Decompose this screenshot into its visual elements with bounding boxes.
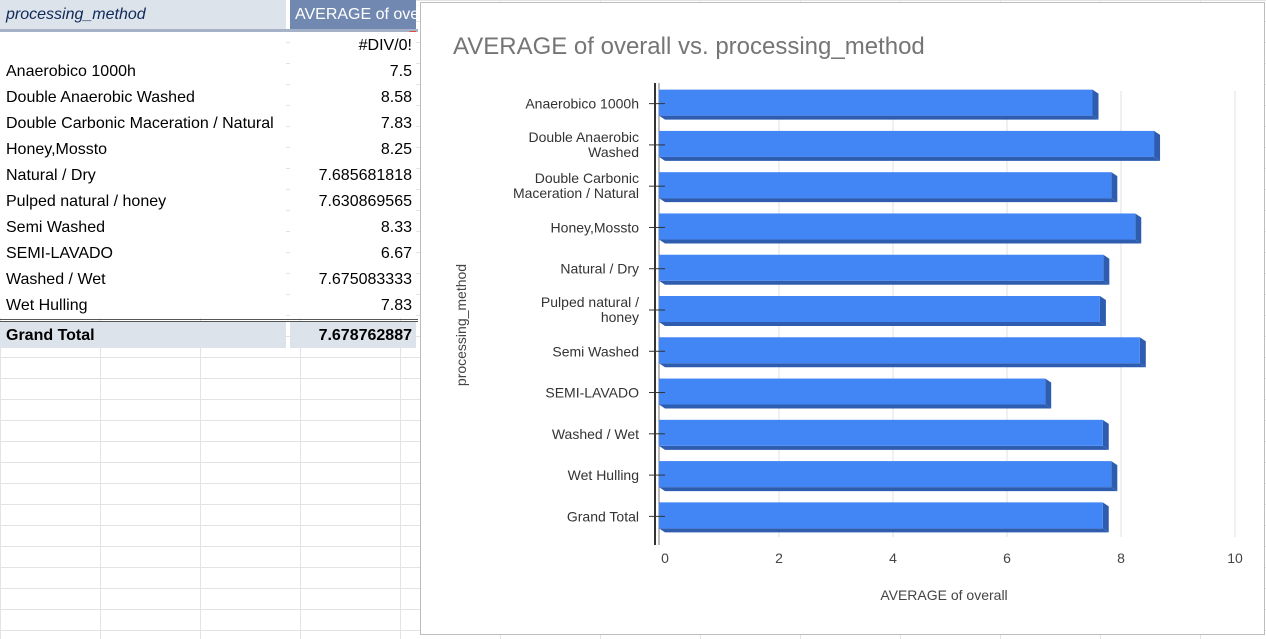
pivot-row-value[interactable]: 6.67: [290, 240, 416, 266]
pivot-row-label[interactable]: [0, 32, 286, 58]
pivot-row-value[interactable]: #DIV/0!: [290, 32, 416, 58]
pivot-row-label[interactable]: Double Anaerobic Washed: [0, 84, 286, 110]
bar-bottom: [659, 363, 1146, 368]
pivot-row: Double Anaerobic Washed 8.58: [0, 84, 418, 110]
y-tick-label: SEMI-LAVADO: [545, 385, 639, 401]
pivot-row: Double Carbonic Maceration / Natural 7.83: [0, 110, 418, 136]
y-tick-label: Pulped natural / honey: [541, 294, 639, 325]
pivot-row-header[interactable]: processing_method: [0, 0, 286, 29]
bar-bottom: [659, 115, 1099, 120]
pivot-row-label[interactable]: Washed / Wet: [0, 266, 286, 292]
bar: [659, 296, 1100, 322]
bar-bottom: [659, 445, 1109, 450]
bar-bottom: [659, 156, 1161, 161]
x-axis-title: AVERAGE of overall: [880, 587, 1007, 603]
bar-bottom: [659, 404, 1052, 409]
pivot-row: Honey,Mossto 8.25: [0, 136, 418, 162]
pivot-row-label[interactable]: SEMI-LAVADO: [0, 240, 286, 266]
pivot-row-label[interactable]: Anaerobico 1000h: [0, 58, 286, 84]
y-tick-label: Semi Washed: [552, 343, 639, 359]
pivot-row-label[interactable]: Semi Washed: [0, 214, 286, 240]
bar: [659, 378, 1046, 405]
bar: [659, 337, 1140, 364]
bar-side: [1045, 378, 1052, 409]
pivot-row-value[interactable]: 8.33: [290, 214, 416, 240]
pivot-row-value[interactable]: 8.25: [290, 136, 416, 162]
pivot-row-label[interactable]: Natural / Dry: [0, 162, 286, 188]
pivot-row-label[interactable]: Honey,Mossto: [0, 136, 286, 162]
bar: [659, 254, 1104, 281]
pivot-row: SEMI-LAVADO 6.67: [0, 240, 418, 266]
y-tick-label: Anaerobico 1000h: [525, 96, 639, 112]
bar-chart: 0 2 4 6 8 10 Anaerobico 1000h Double Anaerobic W…: [453, 83, 1243, 603]
grand-total-value[interactable]: 7.678762887: [290, 322, 416, 348]
y-tick-label: Double Anaerobic Washed: [528, 129, 639, 160]
bar-bottom: [659, 322, 1106, 326]
pivot-row-label[interactable]: Wet Hulling: [0, 292, 286, 318]
bar-bottom: [659, 239, 1142, 244]
bar-side: [1102, 419, 1109, 450]
y-tick-label: Grand Total: [567, 508, 639, 524]
pivot-row-value[interactable]: 7.5: [290, 58, 416, 84]
chart-container[interactable]: AVERAGE of overall vs. processing_method…: [420, 2, 1265, 635]
bar-side: [1111, 461, 1118, 492]
y-tick-label: Washed / Wet: [552, 426, 639, 442]
pivot-row-label[interactable]: Double Carbonic Maceration / Natural: [0, 110, 286, 136]
pivot-grand-total-row: Grand Total 7.678762887: [0, 319, 418, 348]
bar-side: [1099, 296, 1106, 326]
bar: [659, 130, 1155, 157]
bar-side: [1103, 254, 1110, 285]
x-tick-label: 0: [661, 550, 669, 566]
bar-side: [1154, 130, 1161, 161]
bar-side: [1135, 213, 1142, 244]
pivot-row: Natural / Dry 7.685681818: [0, 162, 418, 188]
pivot-row: #DIV/0!: [0, 32, 418, 58]
y-tick-label: Double Carbonic Maceration / Natural: [513, 170, 639, 201]
pivot-row: Washed / Wet 7.675083333: [0, 266, 418, 292]
bar-bottom: [659, 487, 1118, 492]
pivot-value-header[interactable]: AVERAGE of ove: [290, 0, 416, 29]
y-tick-label: Natural / Dry: [560, 261, 639, 277]
x-tick-label: 8: [1117, 550, 1125, 566]
pivot-header-row: processing_method AVERAGE of ove: [0, 0, 418, 32]
bar-side: [1102, 502, 1109, 533]
bar-bottom: [659, 198, 1118, 203]
pivot-row-value[interactable]: 7.83: [290, 292, 416, 318]
bar: [659, 502, 1103, 529]
pivot-row: Semi Washed 8.33: [0, 214, 418, 240]
bar-side: [1111, 172, 1118, 203]
x-tick-label: 6: [1003, 550, 1011, 566]
pivot-row-value[interactable]: 7.630869565: [290, 188, 416, 214]
pivot-row-value[interactable]: 7.83: [290, 110, 416, 136]
bar: [659, 419, 1103, 446]
bar: [659, 172, 1112, 199]
pivot-row-label[interactable]: Pulped natural / honey: [0, 188, 286, 214]
bar: [659, 213, 1136, 240]
y-axis-title: processing_method: [453, 264, 469, 386]
bar-side: [1139, 337, 1146, 368]
bar: [659, 89, 1093, 116]
bar-side: [1092, 89, 1099, 120]
pivot-row-value[interactable]: 8.58: [290, 84, 416, 110]
pivot-row-value[interactable]: 7.675083333: [290, 266, 416, 292]
bar-bottom: [659, 528, 1109, 533]
x-tick-label: 10: [1227, 550, 1243, 566]
pivot-row: Anaerobico 1000h 7.5: [0, 58, 418, 84]
y-tick-label: Honey,Mossto: [551, 219, 640, 235]
pivot-row: Pulped natural / honey 7.630869565: [0, 188, 418, 214]
grand-total-label[interactable]: Grand Total: [0, 322, 286, 348]
bar-bottom: [659, 280, 1110, 285]
pivot-row-value[interactable]: 7.685681818: [290, 162, 416, 188]
column-separator: [286, 0, 290, 29]
x-tick-label: 4: [889, 550, 897, 566]
y-tick-label: Wet Hulling: [568, 467, 639, 483]
x-tick-label: 2: [775, 550, 783, 566]
chart-title: AVERAGE of overall vs. processing_method: [453, 33, 925, 60]
bar: [659, 461, 1112, 488]
pivot-row: Wet Hulling 7.83: [0, 292, 418, 318]
